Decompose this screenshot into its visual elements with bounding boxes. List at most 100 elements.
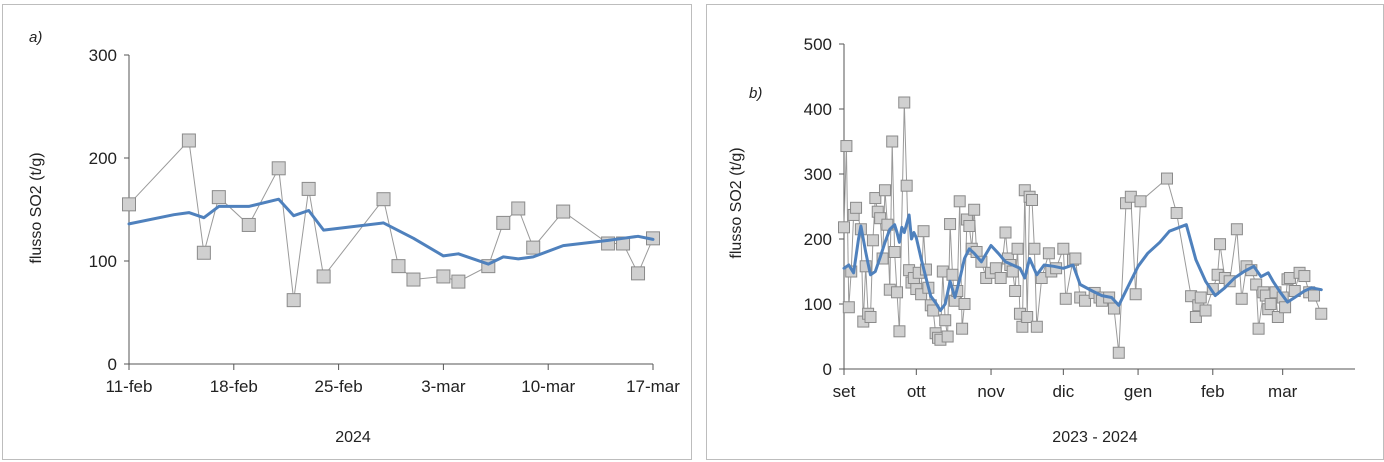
chart-b-data-point-marker [953, 195, 966, 208]
chart-b-data-point-marker [939, 314, 952, 327]
chart-b-data-point-marker [850, 201, 863, 214]
chart-b-data-point-marker [840, 140, 853, 153]
chart-b-data-point-marker [874, 212, 887, 225]
chart-b-x-tick-label: gen [1124, 382, 1152, 401]
chart-b-data-point-marker [864, 311, 877, 323]
chart-b-data-point-marker [893, 325, 906, 338]
chart-b-data-point-marker [1170, 207, 1183, 219]
chart-b-data-point-marker [878, 184, 891, 197]
panel-b-label: b) [749, 85, 763, 102]
chart-b-y-tick-label: 300 [804, 165, 832, 184]
chart-a-data-point-marker [211, 190, 226, 205]
chart-b-data-point-marker [999, 226, 1012, 239]
chart-a-data-point-marker [316, 269, 331, 284]
chart-a-data-point-marker [391, 259, 406, 274]
chart-b-x-tick-label: nov [977, 382, 1005, 401]
chart-b-smoothed-series-line [842, 213, 1323, 312]
chart-b-y-tick-label: 500 [804, 35, 832, 54]
chart-b-data-point-marker [866, 234, 879, 247]
chart-a-svg: 0 100 200 300 11-feb 18-feb 25-feb 3-mar 10-mar 1… [89, 46, 681, 396]
chart-b-svg: 0 100 200 300 400 500 set ott nov dic gen feb mar [804, 35, 1355, 401]
chart-b-data-point-marker [1112, 346, 1125, 359]
chart-b-y-tick-label: 200 [804, 230, 832, 249]
chart-b-data-point-marker [1250, 278, 1263, 291]
chart-a-data-point-marker [526, 240, 541, 255]
chart-a-y-axis-label: flusso SO2 (t/g) [28, 152, 45, 264]
chart-b-raw-series-line [843, 102, 1322, 353]
chart-a-data-point-marker [631, 266, 646, 281]
chart-b-data-point-marker [1009, 285, 1022, 297]
chart-a-data-point-marker [496, 215, 511, 230]
chart-b-data-point-marker [968, 203, 981, 216]
chart-a-x-tick-label: 17-mar [626, 377, 680, 396]
chart-a-y-tick-label: 100 [89, 252, 117, 271]
chart-b-data-point-marker [1134, 195, 1147, 208]
chart-panel-b: 0 100 200 300 400 500 set ott nov dic gen feb mar b)… [706, 4, 1384, 460]
chart-b-data-point-marker [1129, 288, 1142, 301]
chart-b-data-point-marker [1194, 291, 1207, 304]
chart-a-y-tick-label: 300 [89, 46, 117, 65]
chart-b-data-point-marker [994, 272, 1007, 284]
chart-b-data-point-marker [1298, 270, 1311, 283]
chart-b-data-point-marker [1042, 247, 1055, 260]
chart-b-data-point-marker [946, 268, 959, 281]
chart-b-data-point-marker [963, 220, 976, 232]
chart-b-x-tick-label: set [833, 382, 856, 401]
chart-a-y-tick-label: 0 [108, 355, 117, 374]
chart-b-data-point-marker [1271, 311, 1284, 323]
chart-b-data-point-marker [900, 179, 913, 192]
chart-b-data-point-marker [1199, 304, 1212, 317]
chart-b-data-point-marker [1230, 223, 1243, 236]
chart-a-x-tick-label: 18-feb [210, 377, 258, 396]
chart-a-data-point-marker [196, 245, 211, 260]
chart-b-data-point-marker [915, 288, 928, 301]
chart-b-data-point-marker [1021, 311, 1034, 323]
chart-b-x-tick-label: mar [1268, 382, 1298, 401]
chart-a-x-tick-label: 10-mar [521, 377, 575, 396]
chart-b-data-point-marker [859, 260, 872, 273]
chart-b-data-point-marker [1011, 242, 1024, 255]
chart-a-y-tick-label: 200 [89, 149, 117, 168]
chart-b-data-point-marker [1214, 238, 1227, 251]
chart-b-data-point-marker [941, 330, 954, 343]
chart-b-data-point-marker [1315, 307, 1328, 320]
chart-b-data-point-marker [1026, 194, 1039, 206]
chart-a-data-point-marker [181, 133, 196, 148]
chart-b-x-tick-label: ott [907, 382, 926, 401]
chart-a-data-point-marker [451, 274, 466, 289]
chart-b-y-tick-label: 400 [804, 100, 832, 119]
chart-b-data-point-marker [1264, 298, 1277, 310]
chart-b-data-point-marker [944, 218, 957, 231]
chart-a-x-tick-label: 25-feb [314, 377, 362, 396]
chart-b-data-point-marker [886, 135, 899, 148]
chart-a-data-point-marker [436, 269, 451, 284]
chart-a-raw-series-line [128, 139, 654, 301]
chart-a-data-point-marker [241, 217, 256, 232]
chart-b-y-tick-label: 100 [804, 295, 832, 314]
chart-b-data-point-marker [958, 298, 971, 310]
chart-a-data-point-marker [122, 197, 136, 212]
chart-b-data-point-marker [956, 322, 969, 335]
chart-a-x-axis-label: 2024 [335, 429, 371, 446]
chart-a-x-tick-label: 11-feb [106, 377, 153, 396]
chart-b-data-point-marker [1079, 294, 1092, 307]
chart-b-data-point-marker [1160, 172, 1173, 185]
chart-b-x-tick-label: feb [1201, 382, 1225, 401]
chart-b-x-axis-label: 2023 - 2024 [1052, 429, 1138, 446]
chart-b-data-point-marker [1107, 302, 1120, 315]
chart-b-data-point-marker [838, 221, 850, 234]
chart-b-data-point-marker [888, 246, 901, 258]
chart-a-data-point-marker [556, 204, 571, 219]
chart-a-x-tick-label: 3-mar [421, 377, 466, 396]
chart-b-data-point-marker [869, 192, 882, 205]
chart-a-data-point-marker [286, 293, 301, 308]
chart-b-data-point-marker [1035, 272, 1048, 284]
chart-b-data-point-marker [1252, 322, 1265, 335]
chart-b-y-axis-label: flusso SO2 (t/g) [728, 147, 745, 259]
chart-panel-a: 0 100 200 300 11-feb 18-feb 25-feb 3-mar 10-mar 1… [2, 4, 692, 460]
chart-b-data-point-marker [1235, 292, 1248, 305]
chart-a-smoothed-series-line [127, 197, 655, 266]
chart-b-x-tick-label: dic [1052, 382, 1074, 401]
chart-a-data-point-marker [406, 272, 421, 287]
chart-a-data-point-marker [271, 161, 286, 176]
